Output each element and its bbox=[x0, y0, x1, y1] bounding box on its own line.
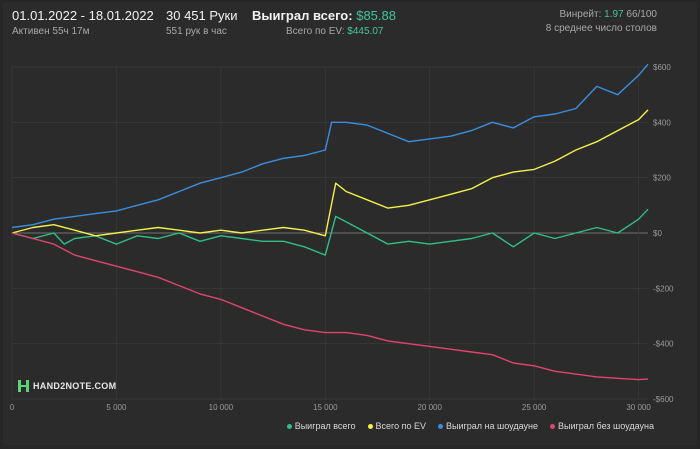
hand2note-logo: HAND2NOTE.COM bbox=[18, 380, 116, 392]
hand2note-logo-icon bbox=[18, 380, 29, 392]
y-tick-label: $600 bbox=[653, 63, 671, 72]
hands-per-hour: 551 рук в час bbox=[166, 26, 227, 37]
active-time: Активен 55ч 17м bbox=[12, 26, 90, 37]
winrate-hands: 66/100 bbox=[626, 9, 657, 20]
date-range[interactable]: 01.01.2022 - 18.01.2022 bbox=[12, 8, 154, 23]
series-line bbox=[11, 232, 649, 381]
ev-total: Всего по EV: $445.07 bbox=[286, 26, 383, 37]
legend-item[interactable]: Выиграл без шоудауна bbox=[550, 421, 654, 431]
y-tick-label: $400 bbox=[653, 118, 671, 127]
legend-dot bbox=[438, 423, 444, 429]
y-tick-label: $200 bbox=[653, 174, 671, 183]
series-line bbox=[11, 208, 649, 256]
hands-count: 30 451 Руки bbox=[166, 8, 238, 23]
winrate: Винрейт: 1.97 66/100 bbox=[560, 9, 657, 20]
x-tick-label: 0 bbox=[10, 403, 15, 412]
won-total-label: Выиграл всего: bbox=[252, 8, 353, 23]
y-tick-label: -$600 bbox=[653, 395, 674, 404]
x-tick-label: 5 000 bbox=[106, 403, 127, 412]
legend-label: Всего по EV bbox=[375, 421, 427, 431]
winrate-value: 1.97 bbox=[604, 9, 624, 20]
x-tick-label: 15 000 bbox=[313, 403, 338, 412]
legend-label: Выиграл на шоудауне bbox=[446, 421, 538, 431]
legend-item[interactable]: Выиграл всего bbox=[286, 421, 356, 431]
legend-item[interactable]: Выиграл на шоудауне bbox=[438, 421, 538, 431]
won-total-value: $85.88 bbox=[356, 8, 396, 23]
legend-label: Выиграл без шоудауна bbox=[558, 421, 654, 431]
series-line bbox=[11, 109, 649, 237]
x-tick-label: 25 000 bbox=[522, 403, 547, 412]
legend-dot bbox=[286, 423, 292, 429]
chart-legend: Выиграл всего Всего по EV Выиграл на шоуда… bbox=[286, 421, 654, 431]
x-tick-label: 30 000 bbox=[626, 403, 651, 412]
ev-label: Всего по EV: bbox=[286, 26, 345, 37]
hand2note-logo-text: HAND2NOTE.COM bbox=[33, 381, 117, 391]
avg-tables: 8 среднее число столов bbox=[545, 23, 657, 34]
x-tick-label: 10 000 bbox=[209, 403, 234, 412]
legend-dot bbox=[550, 423, 555, 429]
won-total: Выиграл всего: $85.88 bbox=[252, 8, 396, 23]
x-tick-label: 20 000 bbox=[417, 403, 442, 412]
winrate-label: Винрейт: bbox=[559, 9, 602, 20]
y-tick-label: -$400 bbox=[653, 340, 674, 349]
y-tick-label: $0 bbox=[653, 229, 662, 238]
y-tick-label: -$200 bbox=[653, 284, 674, 293]
legend-item[interactable]: Всего по EV bbox=[367, 421, 427, 431]
series-line bbox=[11, 63, 649, 229]
ev-value: $445.07 bbox=[347, 26, 384, 37]
legend-dot bbox=[367, 423, 373, 429]
legend-label: Выиграл всего bbox=[294, 421, 356, 431]
